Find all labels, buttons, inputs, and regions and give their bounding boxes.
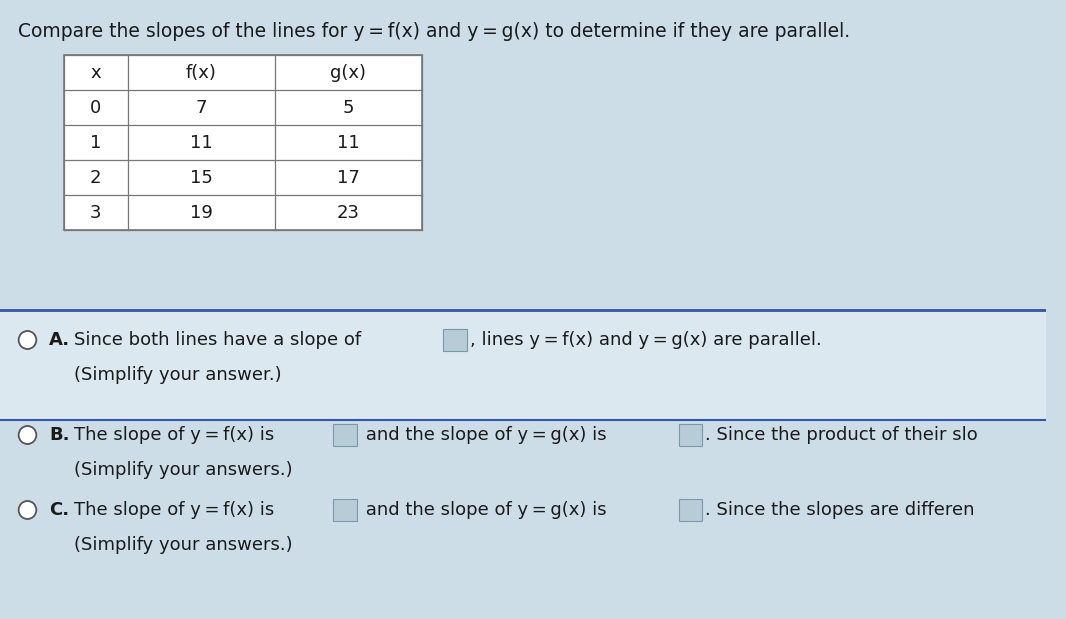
Circle shape xyxy=(18,331,36,349)
Text: , lines y = f(x) and y = g(x) are parallel.: , lines y = f(x) and y = g(x) are parall… xyxy=(470,331,822,349)
FancyBboxPatch shape xyxy=(443,329,467,351)
Circle shape xyxy=(18,426,36,444)
Text: and the slope of y = g(x) is: and the slope of y = g(x) is xyxy=(360,501,612,519)
Text: 11: 11 xyxy=(337,134,359,152)
Text: 23: 23 xyxy=(337,204,360,222)
Circle shape xyxy=(18,501,36,519)
Text: g(x): g(x) xyxy=(330,64,367,82)
Text: 5: 5 xyxy=(342,98,354,116)
FancyBboxPatch shape xyxy=(679,424,702,446)
Text: The slope of y = f(x) is: The slope of y = f(x) is xyxy=(74,426,279,444)
Text: 2: 2 xyxy=(90,168,101,186)
Text: 1: 1 xyxy=(90,134,101,152)
Text: 0: 0 xyxy=(90,98,101,116)
Text: . Since the product of their slo: . Since the product of their slo xyxy=(705,426,978,444)
Text: B.: B. xyxy=(49,426,69,444)
Text: 3: 3 xyxy=(90,204,101,222)
FancyBboxPatch shape xyxy=(64,55,422,230)
Text: (Simplify your answers.): (Simplify your answers.) xyxy=(74,536,292,554)
Text: A.: A. xyxy=(49,331,70,349)
Text: 17: 17 xyxy=(337,168,360,186)
FancyBboxPatch shape xyxy=(0,312,1046,420)
Text: and the slope of y = g(x) is: and the slope of y = g(x) is xyxy=(360,426,612,444)
FancyBboxPatch shape xyxy=(334,424,357,446)
FancyBboxPatch shape xyxy=(334,499,357,521)
Text: x: x xyxy=(91,64,101,82)
Text: (Simplify your answers.): (Simplify your answers.) xyxy=(74,461,292,479)
Text: 7: 7 xyxy=(195,98,207,116)
Text: The slope of y = f(x) is: The slope of y = f(x) is xyxy=(74,501,279,519)
Text: 15: 15 xyxy=(190,168,212,186)
Text: Since both lines have a slope of: Since both lines have a slope of xyxy=(74,331,367,349)
Text: 11: 11 xyxy=(190,134,212,152)
Text: 19: 19 xyxy=(190,204,212,222)
FancyBboxPatch shape xyxy=(679,499,702,521)
Text: f(x): f(x) xyxy=(185,64,216,82)
Text: . Since the slopes are differen: . Since the slopes are differen xyxy=(705,501,974,519)
Text: Compare the slopes of the lines for y = f(x) and y = g(x) to determine if they a: Compare the slopes of the lines for y = … xyxy=(18,22,850,41)
Text: C.: C. xyxy=(49,501,69,519)
Text: (Simplify your answer.): (Simplify your answer.) xyxy=(74,366,281,384)
